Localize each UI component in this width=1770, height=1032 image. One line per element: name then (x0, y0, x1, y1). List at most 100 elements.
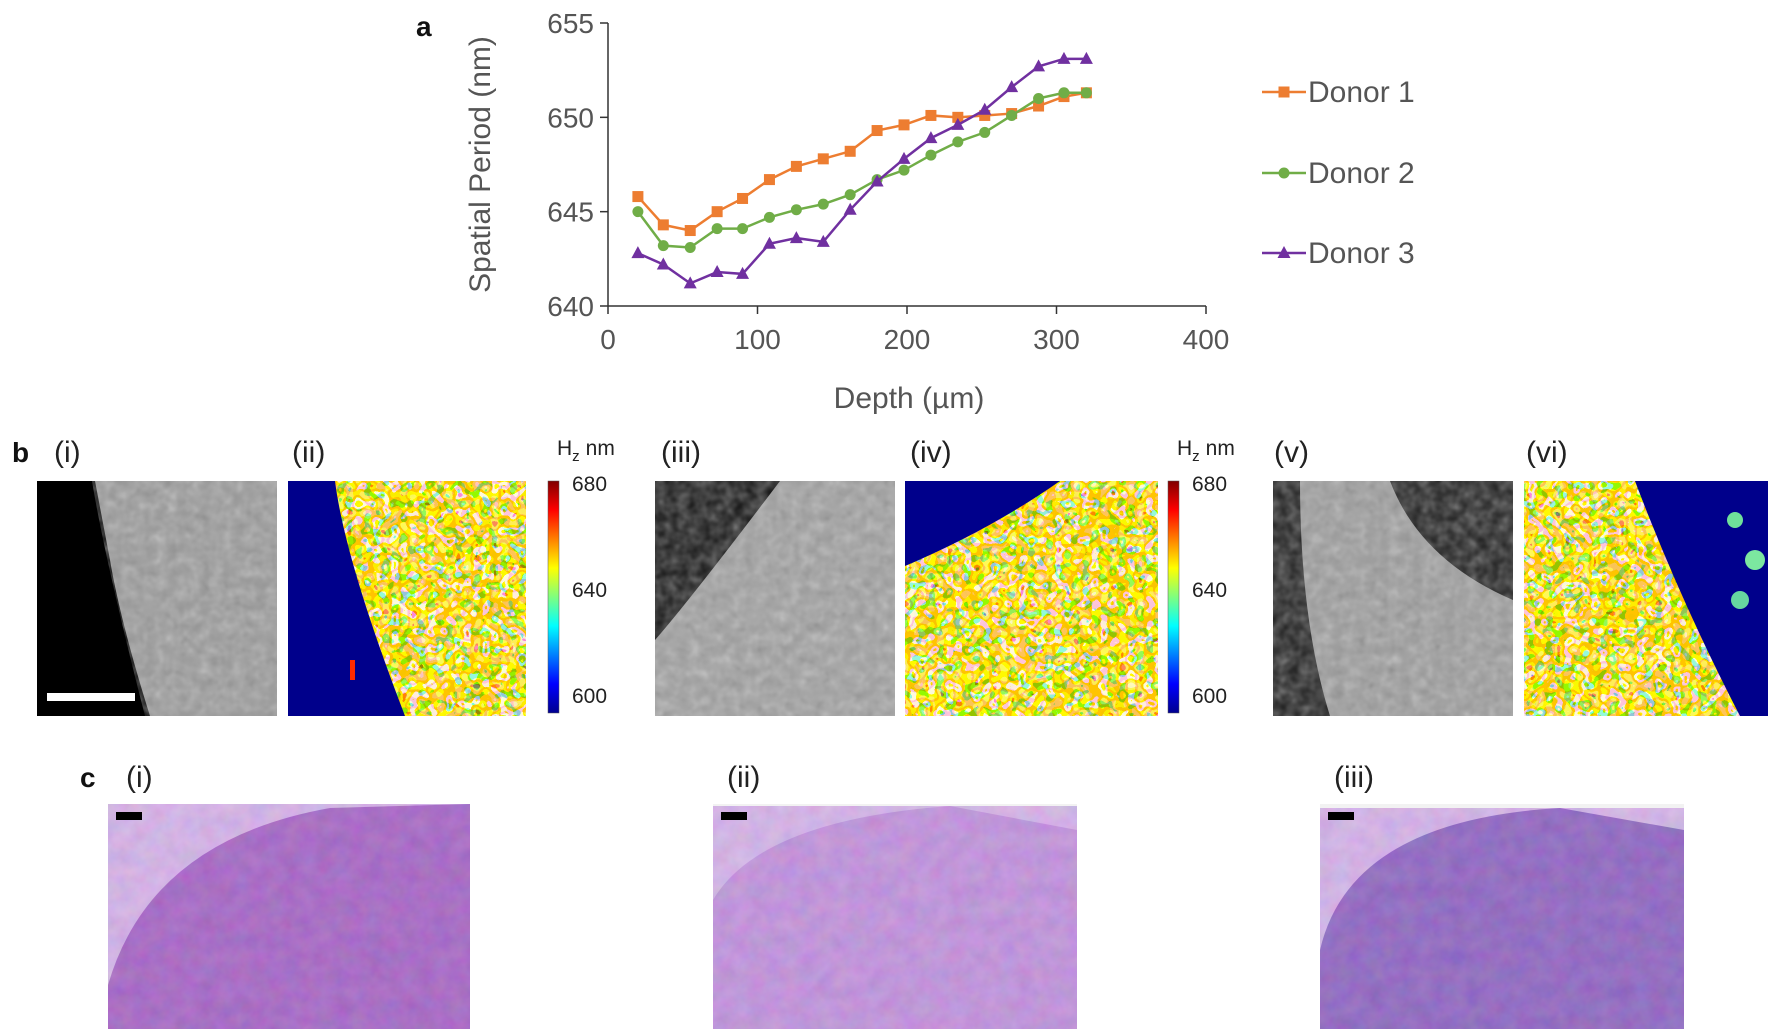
data-point-donor-2 (1058, 87, 1070, 99)
panel-a: a 640 645 650 655 0 100 200 300 400 Spatial Per… (416, 8, 1415, 415)
colorbar-2-tick-640: 640 (1192, 579, 1227, 602)
data-point-donor-3 (816, 234, 830, 247)
scale-bar (47, 693, 135, 701)
legend-item-donor-3: Donor 3 (1262, 237, 1415, 270)
panel-b: b (i) (ii) (iii) (iv) (v) (vi) Hz nm 680 (12, 436, 1768, 716)
x-tick-label: 100 (734, 324, 781, 355)
series-line-donor-2 (636, 91, 1087, 249)
data-point-donor-2 (737, 223, 749, 235)
data-point-donor-1 (952, 111, 964, 123)
data-point-donor-3 (789, 231, 803, 244)
series-donor-3 (631, 51, 1093, 289)
data-point-donor-3 (1005, 80, 1019, 93)
data-point-donor-3 (683, 276, 697, 289)
x-tick-label: 400 (1183, 324, 1230, 355)
legend-marker-donor-3 (1277, 246, 1291, 258)
panel-c-sublabel-iii: (iii) (1334, 761, 1374, 794)
panel-b-sublabel-v: (v) (1274, 436, 1309, 469)
y-tick-label: 650 (547, 102, 594, 133)
data-point-donor-2 (711, 223, 723, 235)
data-point-donor-2 (844, 189, 856, 201)
data-point-donor-2 (925, 149, 937, 161)
image-b-v-intensity (1273, 481, 1513, 716)
colorbar-2-title: Hz nm (1177, 437, 1235, 465)
legend-marker-donor-1 (1278, 86, 1290, 98)
data-point-donor-3 (631, 246, 645, 259)
image-b-iv-period-map (905, 481, 1158, 716)
legend-marker-donor-2 (1278, 167, 1290, 179)
x-tick-label: 200 (884, 324, 931, 355)
data-point-donor-1 (737, 192, 749, 204)
data-point-donor-1 (790, 160, 802, 172)
data-point-donor-3 (1057, 51, 1071, 64)
y-tick-label: 655 (547, 8, 594, 39)
panel-b-sublabel-iv: (iv) (910, 436, 952, 469)
data-point-donor-3 (736, 266, 750, 279)
panel-b-sublabel-ii: (ii) (292, 436, 325, 469)
panel-b-sublabel-i: (i) (54, 436, 81, 469)
data-point-donor-2 (952, 136, 964, 148)
data-point-donor-2 (817, 198, 829, 210)
data-point-donor-1 (817, 153, 829, 165)
legend-label-donor-1: Donor 1 (1308, 76, 1415, 109)
data-point-donor-1 (711, 206, 723, 218)
data-point-donor-1 (1033, 100, 1045, 112)
data-point-donor-2 (632, 206, 644, 218)
panel-c-letter: c (80, 762, 96, 793)
panel-b-sublabel-iii: (iii) (661, 436, 701, 469)
data-point-donor-3 (978, 102, 992, 115)
y-axis-title: Spatial Period (nm) (464, 36, 497, 293)
histology-c-iii (1320, 804, 1684, 1029)
data-point-donor-3 (870, 174, 884, 187)
data-point-donor-1 (871, 125, 883, 137)
data-point-donor-1 (925, 109, 937, 121)
x-axis-title: Depth (µm) (834, 382, 985, 415)
data-point-donor-3 (656, 257, 670, 270)
data-point-donor-3 (897, 151, 911, 164)
data-point-donor-3 (1032, 59, 1046, 72)
x-tick-label: 300 (1033, 324, 1080, 355)
legend-label-donor-3: Donor 3 (1308, 237, 1415, 270)
data-point-donor-3 (924, 131, 938, 144)
data-point-donor-2 (979, 126, 991, 138)
image-b-i-intensity (37, 481, 277, 716)
data-point-donor-2 (1033, 92, 1045, 104)
legend-item-donor-2: Donor 2 (1262, 157, 1415, 190)
data-point-donor-1 (763, 174, 775, 186)
data-point-donor-1 (898, 119, 910, 131)
colorbar-2-tick-600: 600 (1192, 685, 1227, 708)
data-point-donor-1 (979, 109, 991, 121)
data-point-donor-2 (684, 242, 696, 254)
data-point-donor-3 (710, 265, 724, 278)
colorbar-1-tick-640: 640 (572, 579, 607, 602)
colorbar-1: Hz nm 680 640 600 (547, 437, 615, 714)
image-b-iii-intensity (655, 481, 895, 716)
data-point-donor-2 (657, 240, 669, 252)
histology-c-i (108, 804, 470, 1029)
colorbar-1-tick-600: 600 (572, 685, 607, 708)
legend: Donor 1 Donor 2 Donor 3 (1262, 76, 1415, 270)
colorbar-2-tick-680: 680 (1192, 473, 1227, 496)
image-b-vi-period-map (1524, 481, 1768, 716)
panel-c-sublabel-i: (i) (126, 761, 153, 794)
y-tick-label: 645 (547, 197, 594, 228)
panel-c: c (i) (ii) (iii) (80, 761, 1684, 1029)
data-point-donor-1 (844, 145, 856, 157)
image-b-ii-period-map (288, 481, 526, 716)
panel-b-sublabel-vi: (vi) (1526, 436, 1568, 469)
series-line-donor-1 (636, 91, 1087, 232)
panel-a-letter: a (416, 11, 432, 42)
x-axis-ticks: 0 100 200 300 400 (600, 306, 1229, 355)
data-point-donor-1 (632, 191, 644, 203)
y-tick-label: 640 (547, 291, 594, 322)
data-point-donor-2 (763, 211, 775, 223)
data-point-donor-2 (898, 164, 910, 176)
spatial-period-line-chart: 640 645 650 655 0 100 200 300 400 Spatial Perio… (464, 8, 1415, 415)
data-point-donor-2 (1006, 109, 1018, 121)
series-layer (631, 51, 1093, 289)
series-donor-2 (632, 87, 1092, 254)
data-point-donor-3 (951, 117, 965, 130)
histology-c-ii (713, 804, 1077, 1029)
data-point-donor-1 (657, 219, 669, 231)
legend-item-donor-1: Donor 1 (1262, 76, 1415, 109)
